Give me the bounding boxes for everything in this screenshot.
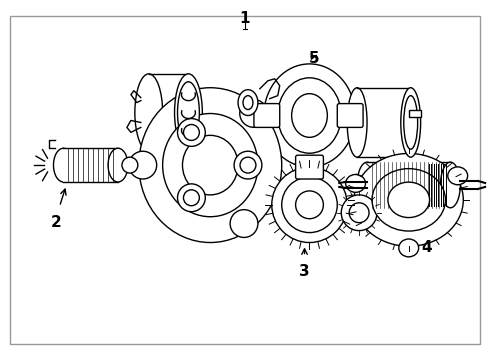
Ellipse shape xyxy=(177,118,205,147)
FancyBboxPatch shape xyxy=(254,104,280,127)
Bar xyxy=(63,148,118,182)
Ellipse shape xyxy=(108,148,128,182)
Text: 2: 2 xyxy=(51,215,62,230)
Ellipse shape xyxy=(441,162,460,208)
Text: 4: 4 xyxy=(421,239,432,255)
Ellipse shape xyxy=(404,96,417,149)
Ellipse shape xyxy=(448,167,467,185)
Ellipse shape xyxy=(282,177,337,233)
Ellipse shape xyxy=(388,182,430,217)
Bar xyxy=(409,109,420,117)
Ellipse shape xyxy=(341,195,377,231)
Ellipse shape xyxy=(401,88,420,157)
Ellipse shape xyxy=(240,99,268,127)
Ellipse shape xyxy=(372,168,445,231)
Ellipse shape xyxy=(278,78,341,153)
Ellipse shape xyxy=(272,167,347,243)
Ellipse shape xyxy=(177,184,205,212)
Ellipse shape xyxy=(122,157,138,173)
Ellipse shape xyxy=(292,94,327,137)
Text: 3: 3 xyxy=(299,264,310,279)
Ellipse shape xyxy=(345,175,366,192)
Ellipse shape xyxy=(174,74,202,151)
Ellipse shape xyxy=(243,96,253,109)
Ellipse shape xyxy=(347,88,367,157)
Ellipse shape xyxy=(53,148,74,182)
Ellipse shape xyxy=(183,190,199,206)
Ellipse shape xyxy=(183,125,199,140)
Ellipse shape xyxy=(139,88,282,243)
Ellipse shape xyxy=(399,239,418,257)
Ellipse shape xyxy=(135,74,163,151)
Ellipse shape xyxy=(357,162,377,208)
Text: 1: 1 xyxy=(240,11,250,26)
Ellipse shape xyxy=(230,210,258,238)
Ellipse shape xyxy=(234,151,262,179)
FancyBboxPatch shape xyxy=(337,104,363,127)
FancyBboxPatch shape xyxy=(295,155,323,179)
Ellipse shape xyxy=(177,82,199,143)
Ellipse shape xyxy=(163,113,258,217)
Ellipse shape xyxy=(240,157,256,173)
Ellipse shape xyxy=(264,64,355,167)
Ellipse shape xyxy=(349,203,369,223)
Text: 5: 5 xyxy=(309,51,320,66)
Bar xyxy=(367,162,451,208)
Ellipse shape xyxy=(129,151,157,179)
Ellipse shape xyxy=(354,153,464,246)
Ellipse shape xyxy=(295,191,323,219)
Ellipse shape xyxy=(238,90,258,116)
Ellipse shape xyxy=(182,135,238,195)
